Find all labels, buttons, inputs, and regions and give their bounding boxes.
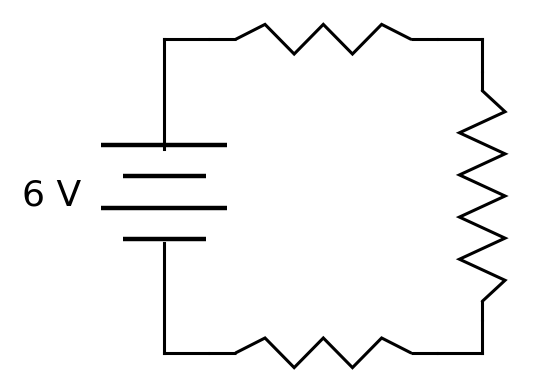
Text: 6 V: 6 V [22, 179, 81, 213]
